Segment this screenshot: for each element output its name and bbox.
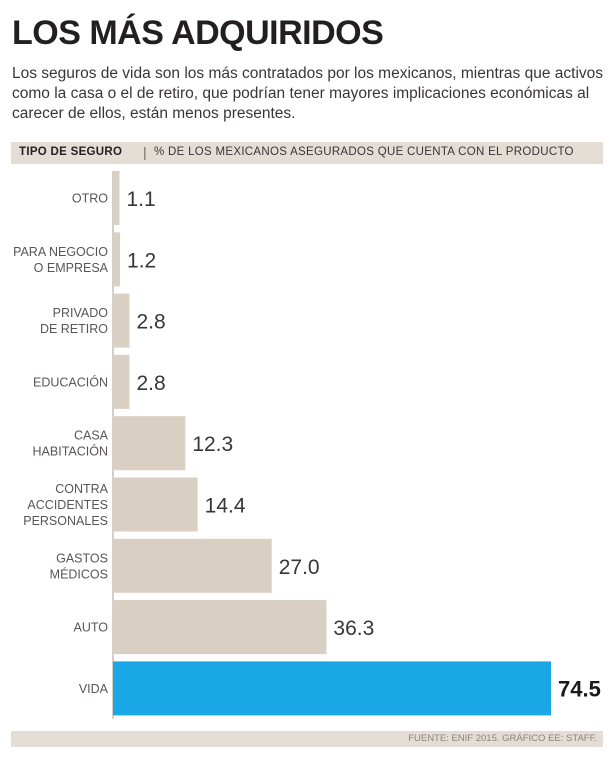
category-label: AUTO xyxy=(74,621,109,635)
bar xyxy=(113,600,327,655)
category-label: PARA NEGOCIO O EMPRESA xyxy=(13,245,109,275)
value-label: 2.8 xyxy=(136,372,165,395)
category-label-line: DE RETIRO xyxy=(40,322,108,336)
category-label-line: OTRO xyxy=(72,192,108,206)
bar xyxy=(113,416,186,471)
bar xyxy=(113,293,130,348)
footer-band: FUENTE: ENIF 2015. GRÁFICO EE: STAFF. xyxy=(11,731,603,747)
category-label: CASA HABITACIÓN xyxy=(33,429,109,459)
category-label-line: PARA NEGOCIO xyxy=(13,245,108,259)
value-label: 2.8 xyxy=(136,311,165,334)
value-label: 36.3 xyxy=(333,617,374,640)
category-label: GASTOS MÉDICOS xyxy=(50,551,108,581)
bar-highlight xyxy=(113,661,551,716)
category-label-line: PERSONALES xyxy=(23,514,108,528)
bar xyxy=(113,477,198,532)
value-axis-label: % DE LOS MEXICANOS ASEGURADOS QUE CUENTA… xyxy=(154,146,574,158)
header-separator: | xyxy=(143,144,147,160)
value-label: 14.4 xyxy=(205,495,246,518)
value-label: 74.5 xyxy=(558,676,601,701)
category-axis-label: TIPO DE SEGURO xyxy=(19,146,123,158)
column-header-band: TIPO DE SEGURO | % DE LOS MEXICANOS ASEG… xyxy=(11,142,603,164)
category-label: CONTRA ACCIDENTES PERSONALES xyxy=(23,482,108,528)
category-label: EDUCACIÓN xyxy=(33,374,108,389)
source-note: FUENTE: ENIF 2015. GRÁFICO EE: STAFF. xyxy=(408,733,597,744)
category-label-line: EDUCACIÓN xyxy=(33,374,108,389)
category-label: VIDA xyxy=(79,682,109,696)
bar xyxy=(113,538,272,593)
bar xyxy=(113,171,120,225)
category-label-line: AUTO xyxy=(74,621,109,635)
category-label-line: ACCIDENTES xyxy=(27,498,108,512)
category-label-line: CONTRA xyxy=(55,482,108,496)
category-label-line: CASA xyxy=(74,429,109,443)
value-label: 12.3 xyxy=(192,433,233,456)
category-label: OTRO xyxy=(72,192,108,206)
category-label-line: HABITACIÓN xyxy=(33,444,108,459)
category-label-line: VIDA xyxy=(79,682,109,696)
chart-title: LOS MÁS ADQUIRIDOS xyxy=(12,14,384,52)
chart-subtitle: Los seguros de vida son los más contrata… xyxy=(12,65,604,122)
bar xyxy=(113,232,121,287)
category-label-line: GASTOS xyxy=(56,551,108,565)
value-label: 1.2 xyxy=(127,249,156,272)
category-label-line: MÉDICOS xyxy=(50,566,108,581)
value-label: 1.1 xyxy=(126,188,155,211)
bar xyxy=(113,354,130,409)
value-label: 27.0 xyxy=(279,556,320,579)
category-label-line: PRIVADO xyxy=(53,306,109,320)
category-label: PRIVADO DE RETIRO xyxy=(40,306,108,336)
category-label-line: O EMPRESA xyxy=(34,261,109,275)
